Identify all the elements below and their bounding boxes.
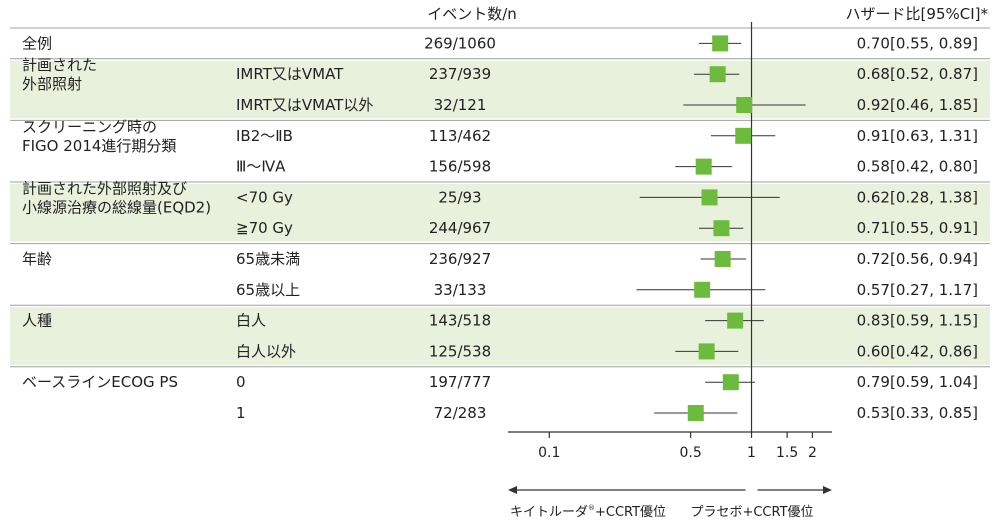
group-label: ベースラインECOG PS — [22, 373, 178, 391]
forest-row: 65歳以上 33/133 0.57[0.27, 1.17] — [236, 281, 978, 299]
group-label: 計画された外部照射及び小線源治療の総線量(EQD2) — [22, 179, 211, 216]
forest-row: 1 72/283 0.53[0.33, 0.85] — [236, 404, 978, 422]
hazard-ratio-value: 0.79[0.59, 1.04] — [857, 373, 978, 391]
hazard-ratio-value: 0.70[0.55, 0.89] — [857, 34, 978, 52]
hazard-ratio-value: 0.91[0.63, 1.31] — [857, 127, 978, 145]
x-axis: 0.1 0.5 1 1.5 2 — [508, 431, 832, 461]
forest-row: 人種 白人 143/518 0.83[0.59, 1.15] — [22, 312, 978, 330]
forest-row: IMRT又はVMAT以外 32/121 0.92[0.46, 1.85] — [236, 96, 978, 114]
hr-marker — [735, 127, 752, 144]
hr-marker — [712, 35, 729, 52]
forest-row: スクリーニング時の FIGO 2014進行期分類 ⅠB2～ⅡB 113/462 0.91… — [22, 118, 978, 155]
hazard-ratio-value: 0.72[0.56, 0.94] — [857, 250, 978, 268]
events-value: 25/93 — [438, 188, 481, 206]
direction-labels: キイトルーダ®+CCRT優位 プラセボ+CCRT優位 — [508, 486, 832, 520]
right-direction-label: プラセボ+CCRT優位 — [690, 505, 813, 520]
events-value: 113/462 — [429, 127, 491, 145]
hazard-ratio-value: 0.68[0.52, 0.87] — [857, 65, 978, 83]
hr-marker — [722, 374, 739, 391]
hr-marker — [695, 158, 712, 175]
subgroup-label: IMRT又はVMAT以外 — [236, 96, 373, 114]
events-column-header: イベント数/n — [427, 5, 517, 23]
events-value: 236/927 — [429, 250, 491, 268]
hr-marker — [736, 97, 753, 113]
right-arrowhead — [823, 486, 832, 494]
subgroup-label: ⅠB2～ⅡB — [236, 127, 293, 145]
row-band — [10, 184, 990, 242]
hazard-ratio-value: 0.92[0.46, 1.85] — [857, 96, 978, 114]
subgroup-label: 白人 — [236, 312, 266, 330]
group-label: 人種 — [22, 312, 52, 330]
forest-row: 全例 269/1060 0.70[0.55, 0.89] — [22, 34, 978, 52]
subgroup-label: 1 — [236, 404, 246, 422]
subgroup-label: 0 — [236, 373, 246, 391]
row-bands — [10, 60, 990, 365]
events-value: 244/967 — [429, 219, 491, 237]
events-value: 33/133 — [434, 281, 487, 299]
left-direction-label: キイトルーダ®+CCRT優位 — [510, 504, 666, 520]
hr-marker — [727, 312, 744, 329]
hazard-ratio-value: 0.57[0.27, 1.17] — [857, 281, 978, 299]
hr-marker — [701, 189, 718, 206]
subgroup-label: IMRT又はVMAT — [236, 65, 344, 83]
forest-row: ベースラインECOG PS 0 197/777 0.79[0.59, 1.04] — [22, 373, 978, 391]
hr-marker — [694, 281, 711, 298]
subgroup-label: 65歳以上 — [236, 281, 300, 299]
group-label: スクリーニング時の FIGO 2014進行期分類 — [22, 118, 176, 155]
hr-marker — [698, 343, 715, 360]
forest-rows: 全例 269/1060 0.70[0.55, 0.89] 計画された外部照射 IMRT又… — [22, 22, 978, 432]
hr-marker — [714, 251, 731, 267]
subgroup-label: 65歳未満 — [236, 250, 300, 268]
subgroup-label: Ⅲ～ⅣA — [236, 158, 286, 176]
group-label: 計画された外部照射 — [22, 56, 97, 93]
hr-marker — [713, 220, 730, 237]
events-value: 269/1060 — [424, 34, 496, 52]
hazard-ratio-value: 0.83[0.59, 1.15] — [857, 312, 978, 330]
hr-marker — [709, 66, 726, 83]
left-arrowhead — [508, 486, 517, 494]
forest-row: 年齢 65歳未満 236/927 0.72[0.56, 0.94] — [22, 250, 978, 268]
x-tick-label: 1.5 — [776, 445, 798, 461]
x-tick-label: 0.1 — [538, 445, 560, 461]
x-tick-label: 1 — [747, 445, 756, 461]
x-tick-label: 2 — [808, 445, 817, 461]
hazard-ratio-value: 0.71[0.55, 0.91] — [857, 219, 978, 237]
events-value: 237/939 — [429, 65, 491, 83]
subgroup-label: 白人以外 — [236, 342, 296, 360]
row-band — [10, 307, 990, 365]
forest-row: ≧70 Gy 244/967 0.71[0.55, 0.91] — [236, 219, 978, 237]
group-label: 年齢 — [22, 250, 52, 268]
hr-marker — [687, 405, 704, 421]
forest-row: 白人以外 125/538 0.60[0.42, 0.86] — [236, 342, 978, 360]
group-label: 全例 — [22, 34, 52, 52]
x-tick-label: 0.5 — [680, 445, 702, 461]
events-value: 32/121 — [434, 96, 487, 114]
forest-row: 計画された外部照射及び小線源治療の総線量(EQD2) <70 Gy 25/93 0.6… — [22, 179, 978, 216]
subgroup-label: ≧70 Gy — [236, 219, 293, 237]
subgroup-label: <70 Gy — [236, 188, 293, 206]
row-dividers — [10, 27, 990, 368]
forest-row: Ⅲ～ⅣA 156/598 0.58[0.42, 0.80] — [236, 158, 978, 176]
row-band — [10, 60, 990, 119]
hazard-ratio-column-header: ハザード比[95%CI]* — [846, 5, 989, 23]
events-value: 125/538 — [429, 342, 491, 360]
hazard-ratio-value: 0.53[0.33, 0.85] — [857, 404, 978, 422]
hazard-ratio-value: 0.58[0.42, 0.80] — [857, 158, 978, 176]
events-value: 197/777 — [429, 373, 491, 391]
events-value: 72/283 — [434, 404, 487, 422]
events-value: 143/518 — [429, 312, 491, 330]
hazard-ratio-value: 0.60[0.42, 0.86] — [857, 342, 978, 360]
events-value: 156/598 — [429, 158, 491, 176]
forest-row: 計画された外部照射 IMRT又はVMAT 237/939 0.68[0.52, 0.8… — [22, 56, 978, 93]
hazard-ratio-value: 0.62[0.28, 1.38] — [857, 188, 978, 206]
